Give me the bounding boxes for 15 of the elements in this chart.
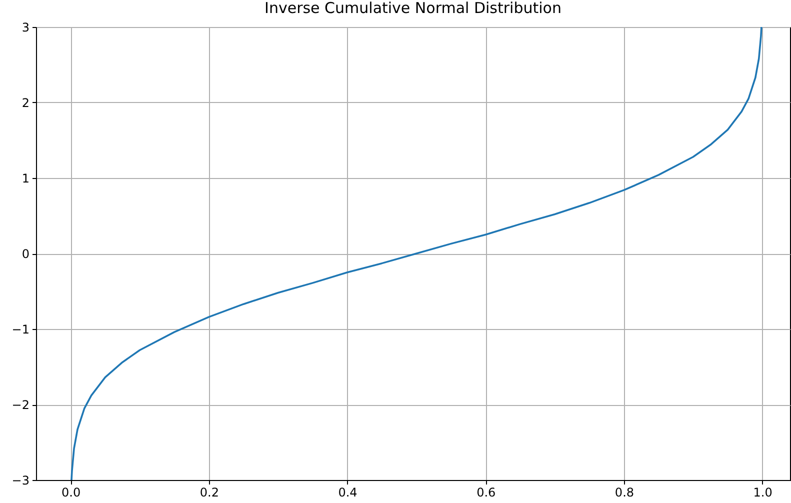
y-tick-label: −2 [12, 398, 30, 412]
y-tick-label: 0 [22, 247, 30, 261]
y-tick-label: −1 [12, 322, 30, 336]
x-tick-label: 0.4 [338, 486, 358, 500]
line-series [70, 27, 762, 480]
y-tick-label: 2 [22, 96, 30, 110]
y-tick-label: −3 [12, 474, 30, 488]
chart-title: Inverse Cumulative Normal Distribution [264, 0, 562, 17]
y-tick-label: 1 [22, 172, 30, 186]
x-tick-label: 0.0 [62, 486, 81, 500]
x-tick-label: 0.8 [614, 486, 634, 500]
x-tick-label: 0.2 [200, 486, 219, 500]
x-tick-label: 0.6 [476, 486, 496, 500]
y-tick-label: 3 [22, 20, 30, 34]
x-tick-label: 1.0 [753, 486, 772, 500]
